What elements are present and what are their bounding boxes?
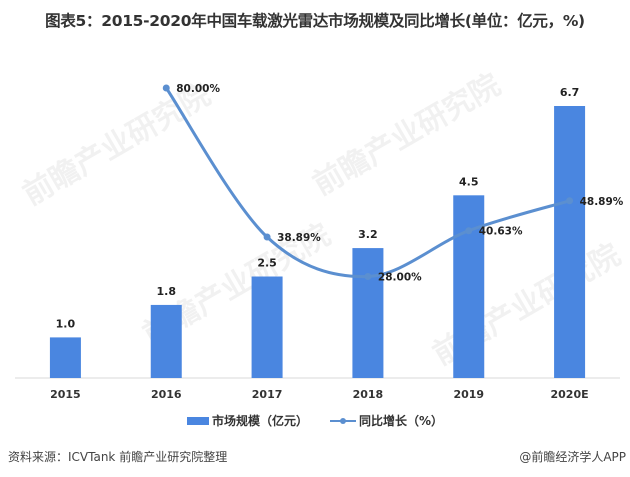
growth-value-label: 28.00%: [378, 272, 422, 284]
growth-point-2019: [465, 227, 473, 235]
growth-value-label: 80.00%: [176, 83, 220, 95]
bar-2016: [150, 304, 182, 378]
bar-value-label: 1.0: [56, 317, 76, 330]
bar-value-label: 6.7: [560, 86, 580, 99]
legend-bar-swatch: [186, 416, 209, 425]
growth-point-2020E: [566, 197, 574, 205]
bar-2015: [49, 337, 81, 378]
source-note: 资料来源：ICVTank 前瞻产业研究院整理: [8, 450, 228, 464]
growth-value-label: 40.63%: [479, 226, 523, 238]
bar-2019: [453, 195, 485, 378]
x-tick-label: 2017: [252, 388, 283, 401]
x-tick-label: 2016: [151, 388, 182, 401]
growth-value-label: 38.89%: [277, 232, 321, 244]
bar-value-label: 4.5: [459, 175, 479, 188]
legend: 市场规模（亿元） 同比增长（%）: [0, 412, 630, 429]
bar-value-label: 2.5: [257, 257, 277, 270]
legend-label: 同比增长（%）: [358, 414, 444, 428]
growth-point-2016: [162, 84, 170, 92]
credit: @前瞻经济学人APP: [519, 450, 626, 464]
legend-label: 市场规模（亿元）: [211, 414, 308, 428]
chart-plot: 1.0 1.8 2.5 3.2 4.5 6.7 80.00% 38.89% 28.00% 40.…: [15, 83, 624, 401]
x-tick-label: 2015: [50, 388, 81, 401]
growth-point-2017: [263, 233, 271, 241]
chart-title: 图表5：2015-2020年中国车载激光雷达市场规模及同比增长(单位：亿元，%): [45, 12, 585, 30]
growth-value-label: 48.89%: [580, 196, 624, 208]
growth-point-2018: [364, 273, 372, 280]
x-tick-label: 2019: [453, 388, 484, 401]
legend-item-growth: 同比增长（%）: [329, 412, 444, 429]
bar-value-label: 3.2: [358, 228, 378, 241]
x-tick-label: 2020E: [551, 388, 589, 401]
bar-2020E: [554, 106, 586, 378]
x-tick-label: 2018: [353, 388, 384, 401]
bar-value-label: 1.8: [157, 285, 177, 298]
legend-item-market-size: 市场规模（亿元）: [186, 412, 308, 429]
legend-line-swatch: [329, 416, 356, 426]
bar-2017: [251, 276, 283, 378]
growth-line-series: [164, 86, 572, 279]
bar-2018: [352, 248, 384, 378]
